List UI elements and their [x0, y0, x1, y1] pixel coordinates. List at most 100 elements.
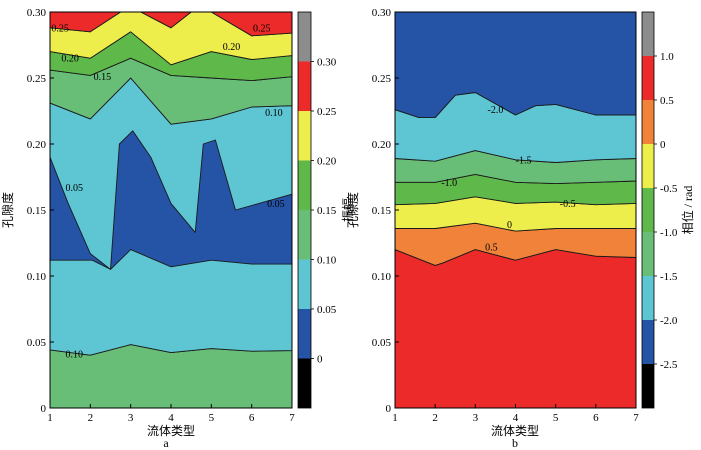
colorbar-label: 相位 / rad: [680, 186, 695, 235]
colorbar-band-1: [298, 309, 311, 359]
colorbar-band-8: [642, 12, 654, 56]
y-tick-label: 0.10: [372, 271, 392, 283]
colorbar-tick-label: 0.30: [317, 57, 337, 69]
colorbar-tick-label: 0.20: [317, 156, 337, 168]
y-axis: 0 0.05 0.10 0.15 0.20 0.25 0.30: [372, 7, 399, 415]
x-tick-label: 3: [128, 412, 134, 424]
colorbar-band-5: [642, 144, 654, 188]
contour-labels: 0.25 0.25 0.20 0.20 0.15 0.10 0.05 0.05 0.10: [51, 23, 284, 360]
colorbar-tick-label: 0: [660, 139, 666, 151]
contour-label: -1.5: [516, 155, 532, 166]
colorbar-band-2: [298, 259, 311, 309]
contour-label: 0.10: [265, 108, 283, 119]
contour-label: 0.25: [253, 23, 271, 34]
contour-region-6: [394, 11, 637, 119]
colorbar: 0 0.05 0.10 0.15 0.20 0.25 0.30: [297, 11, 337, 409]
colorbar-band-0: [298, 358, 311, 408]
colorbar-tick-label: -2.0: [660, 315, 678, 327]
colorbar-band-2: [642, 276, 654, 320]
y-tick-label: 0.30: [27, 7, 47, 19]
colorbar-band-4: [642, 188, 654, 232]
x-tick-label: 4: [168, 412, 174, 424]
panel-a: 0.25 0.25 0.20 0.20 0.15 0.10 0.05 0.05 0.10 1 2 3 4…: [0, 7, 355, 450]
contour-label: 0.5: [485, 242, 498, 253]
contour-region-0: [394, 249, 637, 409]
y-tick-label: 0.25: [27, 73, 47, 85]
colorbar-band-1: [642, 320, 654, 364]
x-tick-label: 5: [553, 412, 559, 424]
colorbar-band-7: [642, 56, 654, 100]
y-axis: 0 0.05 0.10 0.15 0.20 0.25 0.30: [27, 7, 54, 415]
y-tick-label: 0.30: [372, 7, 392, 19]
y-tick-label: 0.20: [372, 139, 392, 151]
colorbar-label: 振幅: [340, 198, 355, 222]
colorbar: -2.5 -2.0 -1.5 -1.0 -0.5 0 0.5 1.0: [641, 11, 678, 409]
y-axis-label: 孔隙度: [345, 192, 360, 228]
y-tick-label: 0.05: [27, 337, 47, 349]
x-tick-label: 6: [593, 412, 599, 424]
colorbar-band-3: [298, 210, 311, 260]
colorbar-tick-label: -0.5: [660, 183, 678, 195]
panel-label: b: [512, 436, 518, 450]
x-tick-label: 1: [47, 412, 53, 424]
contour-label: -0.5: [560, 199, 576, 210]
x-tick-label: 3: [473, 412, 479, 424]
x-tick-label: 6: [249, 412, 255, 424]
contour-label: 0.10: [65, 349, 83, 360]
contour-region-3: [110, 130, 293, 270]
colorbar-tick-label: -1.0: [660, 227, 678, 239]
colorbar-band-7: [298, 12, 311, 62]
x-tick-label: 1: [392, 412, 398, 424]
colorbar-band-0: [642, 364, 654, 408]
x-tick-label: 2: [432, 412, 438, 424]
x-axis: 1 2 3 4 5 6 7: [47, 404, 295, 424]
contour-label: 0.05: [267, 199, 285, 210]
colorbar-band-4: [298, 160, 311, 210]
x-tick-label: 2: [88, 412, 94, 424]
colorbar-tick-label: 0.25: [317, 106, 337, 118]
y-tick-label: 0.10: [27, 271, 47, 283]
colorbar-tick-label: 0.05: [317, 304, 337, 316]
y-tick-label: 0.25: [372, 73, 392, 85]
contour-labels: -2.0 -1.5 -1.0 -0.5 0 0.5: [441, 105, 575, 253]
x-tick-label: 4: [513, 412, 519, 424]
contour-label: -2.0: [487, 105, 503, 116]
colorbar-band-6: [642, 100, 654, 144]
y-tick-label: 0: [41, 403, 47, 415]
x-axis: 1 2 3 4 5 6 7: [392, 404, 639, 424]
y-axis-label: 孔隙度: [0, 192, 15, 228]
contour-label: 0.05: [65, 183, 83, 194]
x-tick-label: 7: [633, 412, 639, 424]
y-tick-label: 0.05: [372, 337, 392, 349]
x-tick-label: 5: [209, 412, 215, 424]
contour-label: 0.25: [51, 23, 69, 34]
colorbar-band-3: [642, 232, 654, 276]
contour-label: -1.0: [441, 178, 457, 189]
y-tick-label: 0.20: [27, 139, 47, 151]
y-tick-label: 0.15: [27, 205, 47, 217]
colorbar-tick-label: 1.0: [660, 51, 674, 63]
y-tick-label: 0: [386, 403, 392, 415]
colorbar-tick-label: -2.5: [660, 359, 678, 371]
colorbar-frame: [641, 11, 655, 409]
colorbar-tick-label: 0.15: [317, 205, 337, 217]
x-axis-label: 流体类型: [147, 424, 195, 438]
colorbar-tick-label: 0: [317, 354, 323, 366]
panel-b: -2.0 -1.5 -1.0 -0.5 0 0.5 1 2 3 4 5 6 7 0 0.05 0.10 0.15…: [345, 7, 695, 450]
colorbar-band-5: [298, 111, 311, 161]
contour-label: 0: [507, 220, 512, 231]
colorbar-tick-label: 0.5: [660, 95, 674, 107]
y-tick-label: 0.15: [372, 205, 392, 217]
contour-label: 0.15: [94, 72, 112, 83]
panel-label: a: [163, 436, 169, 450]
x-axis-label: 流体类型: [491, 424, 539, 438]
contour-regions: [49, 11, 293, 409]
contour-label: 0.20: [61, 54, 79, 65]
colorbar-tick-label: 0.10: [317, 255, 337, 267]
colorbar-tick-label: -1.5: [660, 271, 678, 283]
contour-regions: [394, 11, 637, 409]
x-tick-label: 7: [289, 412, 295, 424]
contour-label: 0.20: [223, 42, 241, 53]
